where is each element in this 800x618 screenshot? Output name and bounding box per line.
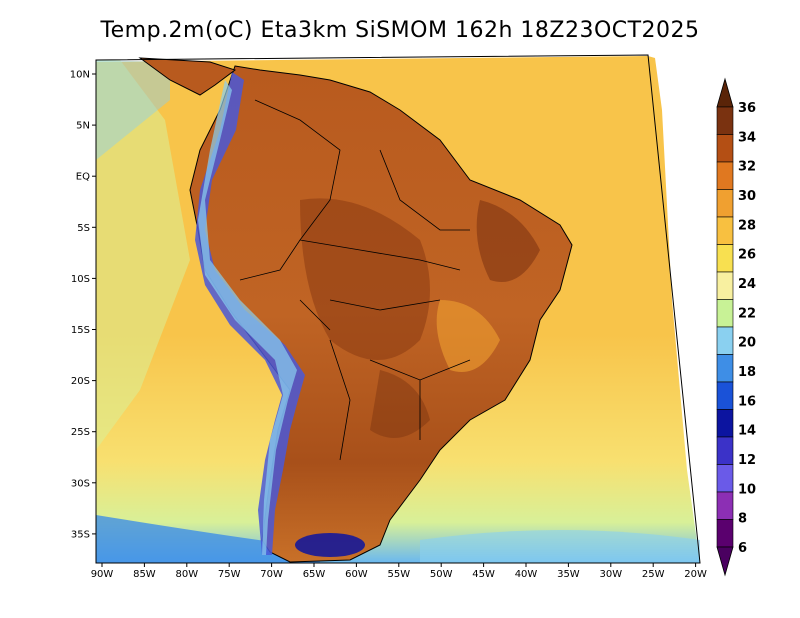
lon-tick-label: 55W — [387, 569, 410, 580]
colorbar-label: 24 — [738, 277, 756, 292]
lat-tick-label: EQ — [76, 172, 90, 183]
northeast-hot-zone — [476, 200, 540, 282]
latitude-axis: 10N 5N EQ 5S 10S 15S 20S 25S 30S 35S — [70, 70, 96, 540]
pacific-cool-band — [96, 60, 190, 450]
colorbar-label: 34 — [738, 130, 756, 145]
colorbar-label: 20 — [738, 336, 756, 351]
southern-hot-zone — [370, 370, 430, 438]
lon-tick-label: 40W — [515, 569, 538, 580]
colorbar-min-arrow — [716, 546, 734, 577]
lon-tick-label: 80W — [175, 569, 198, 580]
patagonia-cold-zone — [295, 533, 365, 557]
andes-cool-edge — [198, 80, 297, 555]
lat-tick-label: 5S — [77, 223, 90, 234]
colorbar-segment — [716, 354, 734, 383]
colorbar-segment — [716, 189, 734, 218]
colorbar-label: 8 — [738, 512, 747, 527]
colorbar-label: 6 — [738, 541, 747, 556]
lat-tick-label: 10S — [71, 274, 90, 285]
colorbar-segment — [716, 409, 734, 438]
colorbar-label: 12 — [738, 453, 756, 468]
colorbar-label: 14 — [738, 424, 756, 439]
colorbar-label: 32 — [738, 160, 756, 175]
colorbar-label: 26 — [738, 248, 756, 263]
colorbar-segment — [716, 134, 734, 163]
lat-tick-label: 20S — [71, 376, 90, 387]
map-frame — [95, 54, 701, 564]
lon-tick-label: 25W — [642, 569, 665, 580]
lon-tick-label: 35W — [557, 569, 580, 580]
colorbar-max-arrow — [716, 77, 734, 108]
lon-tick-label: 65W — [303, 569, 326, 580]
lon-tick-label: 90W — [91, 569, 114, 580]
map-title: Temp.2m(oC) Eta3km SiSMOM 162h 18Z23OCT2… — [100, 18, 700, 43]
colorbar: 6 8 10 12 14 16 18 20 22 24 26 28 30 32 34 36 — [716, 77, 756, 577]
lat-tick-label: 25S — [71, 427, 90, 438]
map-border — [95, 54, 701, 564]
colorbar-label: 30 — [738, 189, 756, 204]
colorbar-label: 16 — [738, 394, 756, 409]
lon-tick-label: 75W — [218, 569, 241, 580]
country-borders — [239, 99, 471, 461]
lat-tick-label: 30S — [71, 478, 90, 489]
colorbar-segment — [716, 326, 734, 355]
colorbar-segment — [716, 161, 734, 190]
central-america — [138, 57, 237, 96]
colorbar-label: 22 — [738, 306, 756, 321]
colorbar-segment — [716, 271, 734, 300]
lon-tick-label: 85W — [133, 569, 156, 580]
colorbar-segment — [716, 519, 734, 548]
interior-hot-zone — [300, 198, 430, 360]
colorbar-label: 36 — [738, 101, 756, 116]
longitude-axis: 90W 85W 80W 75W 70W 65W 60W 55W 50W 45W 40W 35W 30W 2… — [91, 563, 707, 580]
lat-tick-label: 10N — [70, 70, 90, 81]
colorbar-segment — [716, 106, 734, 135]
colorbar-segment — [716, 464, 734, 493]
colorbar-label: 28 — [738, 218, 756, 233]
colorbar-segment — [716, 244, 734, 273]
colorbar-segment — [716, 491, 734, 520]
lat-tick-label: 15S — [71, 325, 90, 336]
lon-tick-label: 60W — [345, 569, 368, 580]
lon-tick-label: 20W — [684, 569, 707, 580]
lat-tick-label: 35S — [71, 529, 90, 540]
lon-tick-label: 45W — [472, 569, 495, 580]
colorbar-segment — [716, 436, 734, 465]
colorbar-label: 10 — [738, 482, 756, 497]
pacific-north-cool — [96, 60, 170, 160]
lon-tick-label: 50W — [430, 569, 453, 580]
lon-tick-label: 30W — [599, 569, 622, 580]
lon-tick-label: 70W — [260, 569, 283, 580]
south-atlantic-cool — [420, 530, 700, 563]
colorbar-segment — [716, 299, 734, 328]
colorbar-label: 18 — [738, 365, 756, 380]
highlands-warm-zone — [436, 300, 500, 372]
colorbar-segment — [716, 216, 734, 245]
colorbar-segment — [716, 381, 734, 410]
lat-tick-label: 5N — [76, 121, 90, 132]
